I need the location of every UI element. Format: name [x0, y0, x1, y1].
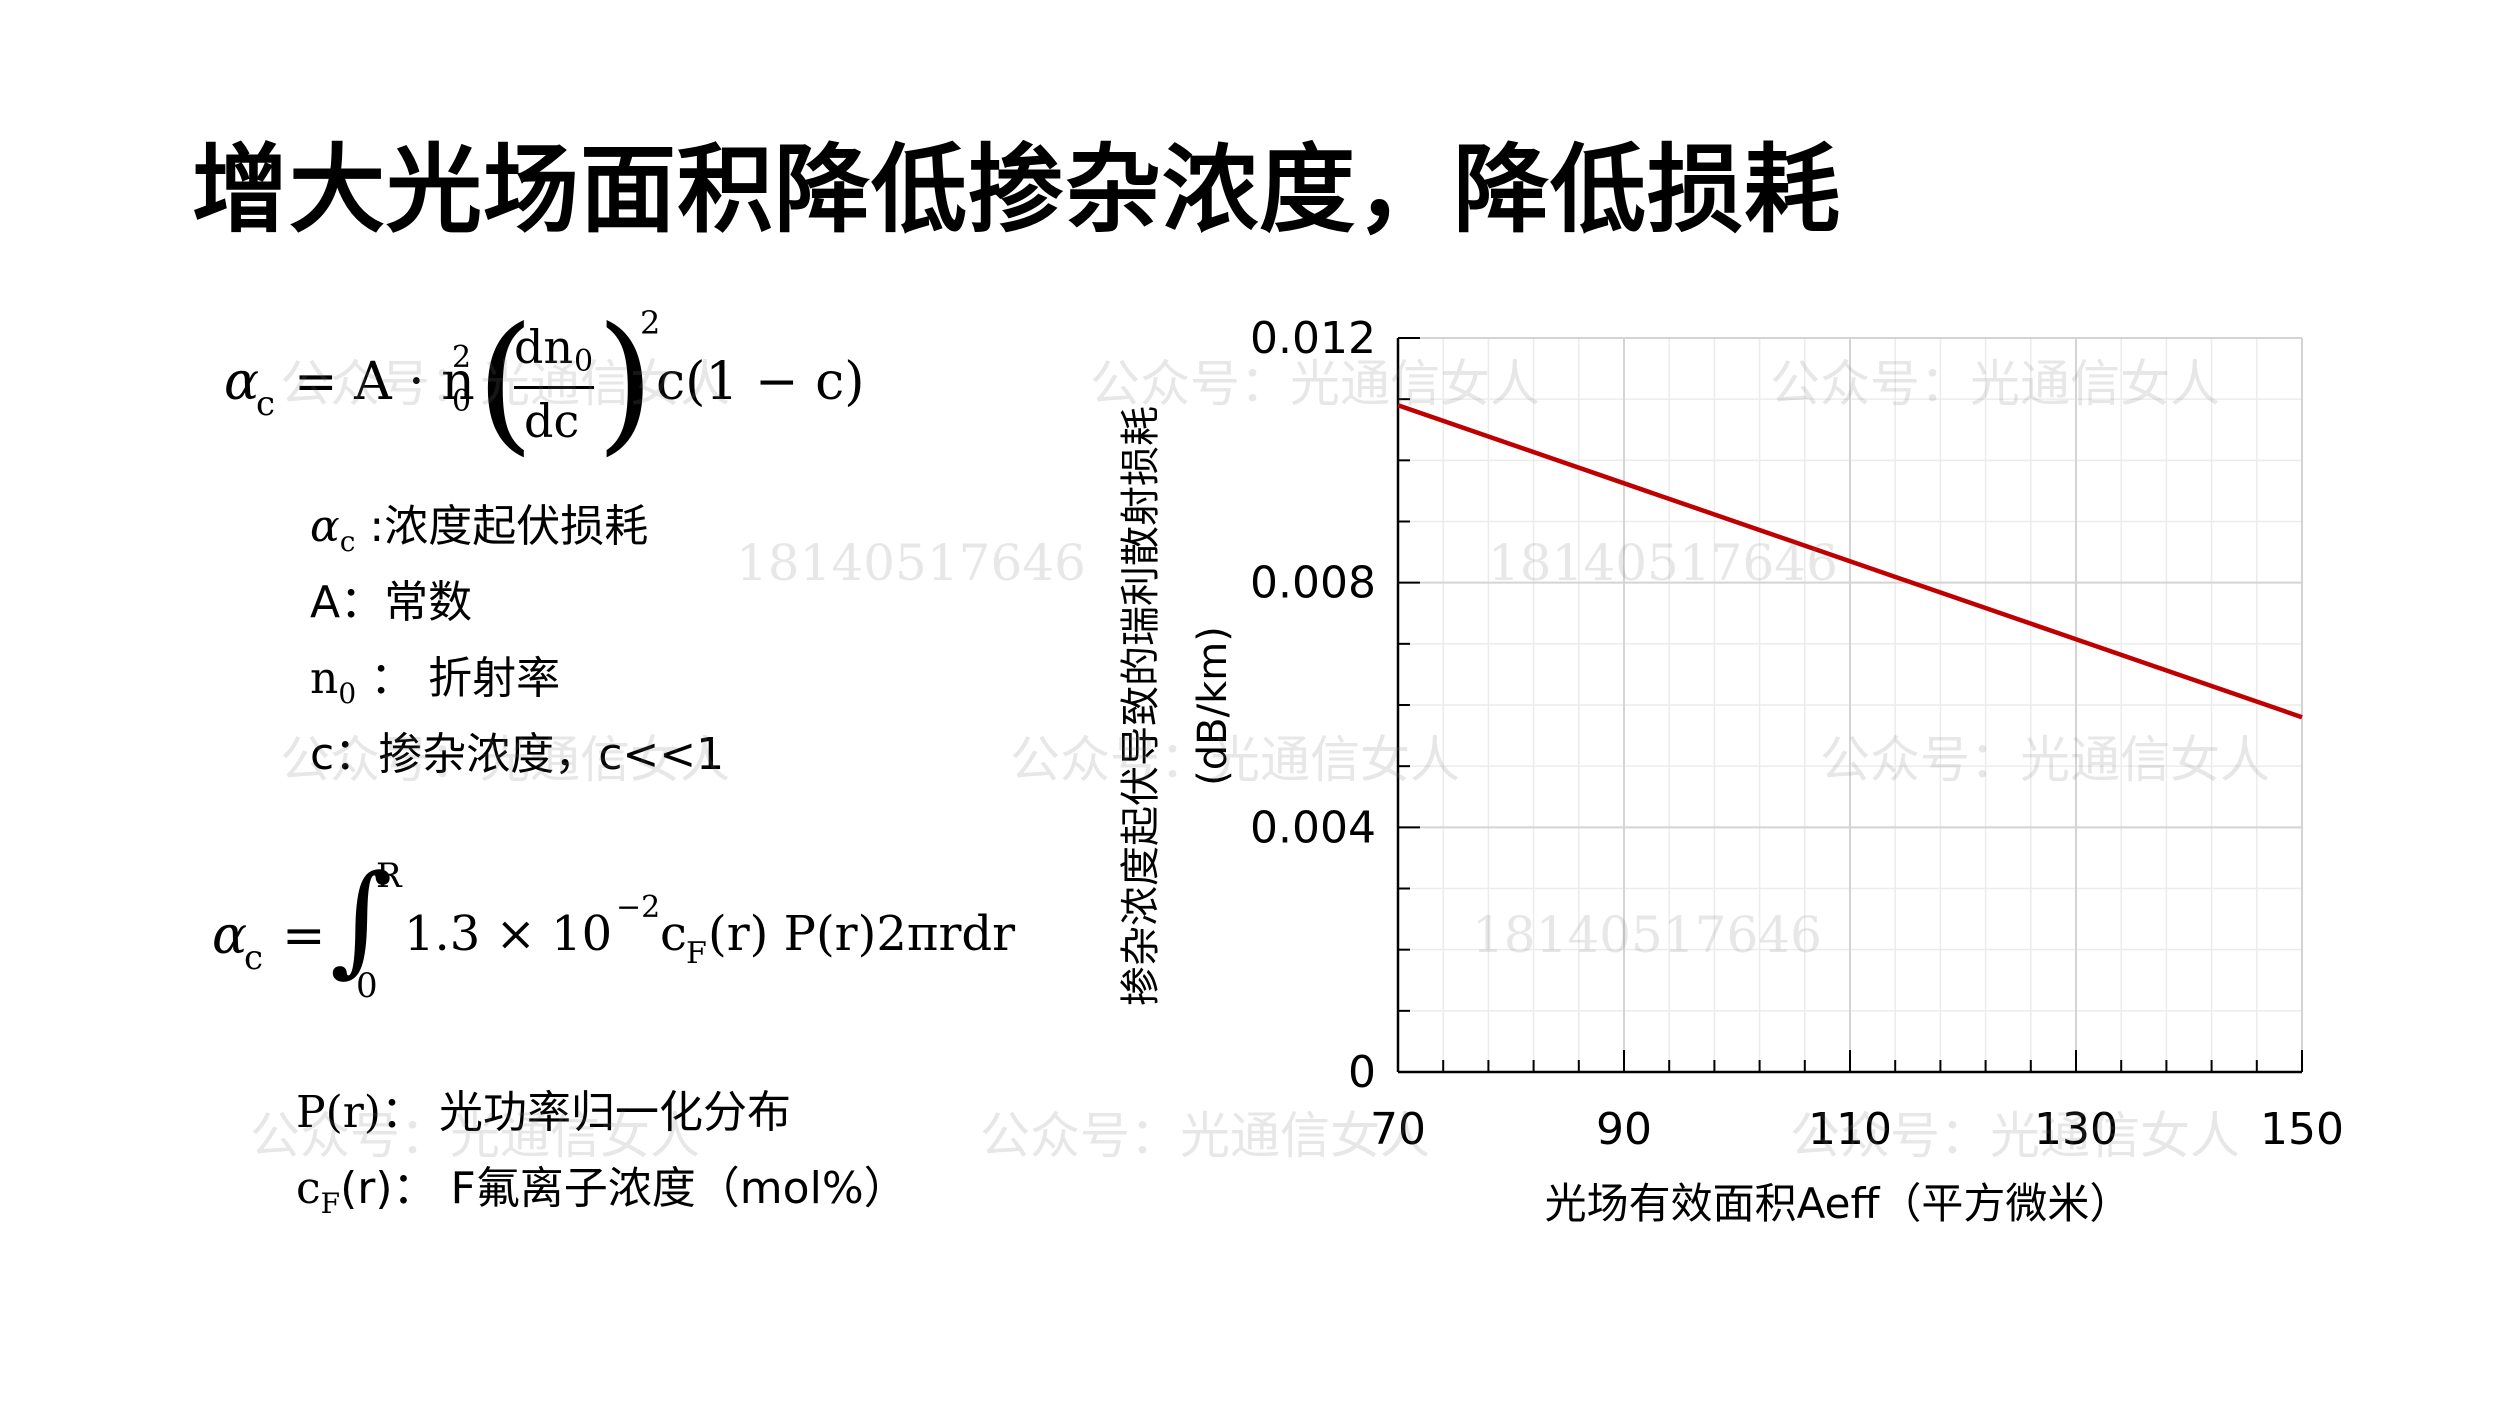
- chart-tick-labels: 70 90 110 130 150 0 0.004 0.008 0.012: [1250, 313, 2344, 1155]
- definition-cf: cF(r)： F氟离子浓度（mol%）: [296, 1163, 908, 1220]
- x-tick-label: 110: [1808, 1104, 1892, 1155]
- integral-upper-limit: R: [376, 856, 402, 896]
- chart-grid: [1397, 337, 2303, 1073]
- alpha-symbol-2: α: [212, 906, 248, 966]
- formula-concentration-loss: α c = A · n 2 0 ( dn 0 dc ) 2 c(1 − c): [224, 296, 865, 470]
- definition-pr: P(r)： 光功率归一化分布: [296, 1087, 791, 1138]
- integral-lower-limit: 0: [356, 966, 378, 1006]
- y-axis-label-line2: (dB/km): [1190, 626, 1236, 786]
- n-subscript: 0: [452, 384, 472, 419]
- y-tick-label: 0.008: [1250, 558, 1376, 609]
- definition-n0: n0 ： 折射率: [310, 653, 561, 710]
- fraction-denominator: dc: [524, 394, 580, 448]
- chart-series: [1397, 403, 2303, 720]
- x-axis-label: 光场有效面积Aeff（平方微米）: [1545, 1179, 2132, 1228]
- formula-tail: c(1 − c): [656, 352, 865, 412]
- coefficient-exponent: −2: [616, 890, 661, 925]
- integral-body-coefficient: 1.3 × 10: [404, 906, 613, 962]
- y-axis-label-line1: 掺杂浓度起伏导致的瑞利散射损耗: [1118, 406, 1164, 1006]
- equals-a-dot-n: = A · n: [294, 352, 475, 412]
- alpha-symbol: α: [224, 352, 260, 412]
- equals-sign-2: =: [282, 906, 326, 966]
- alpha-subscript: c: [256, 384, 276, 424]
- x-tick-label: 90: [1596, 1104, 1652, 1155]
- integral-sign: ∫: [330, 850, 393, 989]
- fraction-numerator: dn: [514, 320, 574, 374]
- definition-a: A：常数: [310, 577, 473, 628]
- definition-c: c：掺杂浓度，c<<1: [310, 729, 725, 780]
- y-tick-label: 0: [1348, 1047, 1376, 1098]
- paren-superscript: 2: [640, 304, 661, 342]
- alpha-subscript-2: c: [244, 938, 264, 978]
- page-title: 增大光场面积降低掺杂浓度，降低损耗: [192, 134, 1841, 246]
- fraction-bar: [514, 386, 594, 389]
- cf-symbol: c: [660, 906, 687, 962]
- integral-body-rest: (r) P(r)2πrdr: [708, 906, 1016, 962]
- left-paren: (: [476, 296, 535, 470]
- y-tick-label: 0.012: [1250, 313, 1376, 364]
- formula-integral-loss: α c = ∫ R 0 1.3 × 10 −2 c F (r) P(r)2πrd…: [212, 856, 1052, 1016]
- cf-subscript: F: [686, 936, 707, 971]
- n-superscript: 2: [452, 340, 472, 375]
- x-tick-label: 70: [1370, 1104, 1426, 1155]
- chart-axes: [1396, 337, 2303, 1074]
- series-line: [1397, 403, 2303, 720]
- definition-alpha: αc :浓度起伏损耗: [310, 501, 649, 558]
- x-tick-label: 150: [2260, 1104, 2344, 1155]
- right-paren: ): [596, 296, 655, 470]
- numerator-subscript: 0: [574, 344, 594, 379]
- x-tick-label: 130: [2034, 1104, 2118, 1155]
- y-tick-label: 0.004: [1250, 802, 1376, 853]
